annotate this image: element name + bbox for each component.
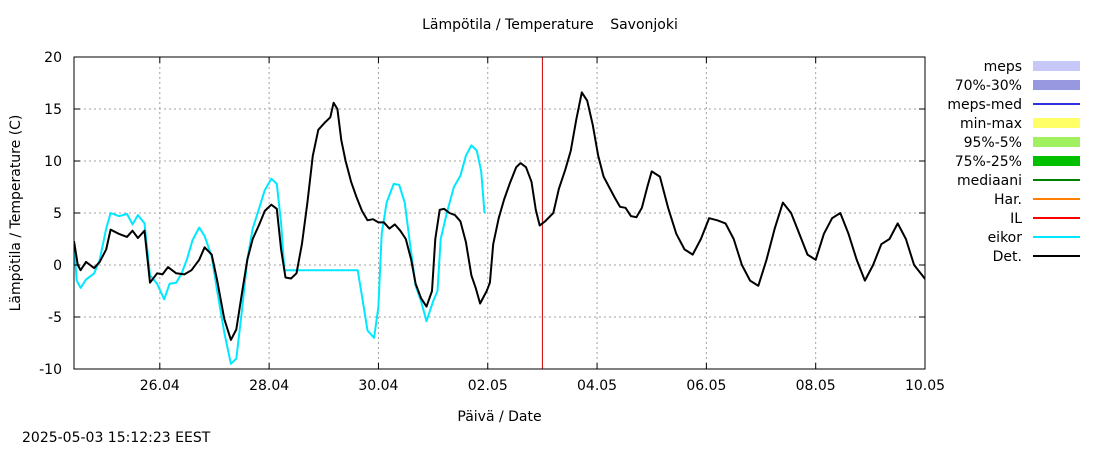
chart-station: Savonjoki [610, 17, 678, 33]
series-eikor-line [74, 144, 486, 365]
legend-label-det-: Det. [993, 249, 1022, 265]
legend-swatch-75-25- [1033, 156, 1080, 166]
y-tick-label: 20 [44, 50, 62, 66]
y-tick-label: 10 [44, 154, 62, 170]
legend-label-95-5-: 95%-5% [964, 135, 1022, 151]
x-tick-label: 26.04 [140, 378, 180, 394]
y-tick-label: -5 [48, 310, 62, 326]
legend-swatch-min-max [1033, 118, 1080, 128]
x-tick-label: 30.04 [358, 378, 398, 394]
y-tick-label: 0 [53, 258, 62, 274]
y-tick-label: -10 [39, 362, 62, 378]
y-tick-label: 15 [44, 102, 62, 118]
legend-swatch-70-30- [1033, 80, 1080, 90]
legend-swatch-meps [1033, 61, 1080, 71]
x-tick-label: 28.04 [249, 378, 289, 394]
chart-title-text: Lämpötila / Temperature [422, 17, 594, 33]
x-axis-label: Päivä / Date [457, 409, 541, 425]
y-axis-label: Lämpötila / Temperature (C) [8, 115, 24, 312]
legend-label-min-max: min-max [960, 116, 1022, 132]
legend-label-75-25-: 75%-25% [955, 154, 1022, 170]
x-tick-label: 10.05 [905, 378, 945, 394]
x-tick-label: 08.05 [796, 378, 836, 394]
legend-label-har-: Har. [994, 192, 1022, 208]
legend-label-meps-med: meps-med [947, 97, 1022, 113]
legend-label-il: IL [1010, 211, 1022, 227]
legend-label-mediaani: mediaani [957, 173, 1022, 189]
legend-swatch-95-5- [1033, 137, 1080, 147]
x-tick-label: 06.05 [686, 378, 726, 394]
y-tick-label: 5 [53, 206, 62, 222]
timestamp: 2025-05-03 15:12:23 EEST [22, 430, 211, 446]
series-det--line [74, 91, 925, 341]
x-tick-label: 02.05 [468, 378, 508, 394]
chart-title: Lämpötila / Temperature Savonjoki [0, 17, 1100, 33]
legend-label-eikor: eikor [988, 230, 1023, 246]
legend-label-70-30-: 70%-30% [955, 78, 1022, 94]
legend-label-meps: meps [984, 59, 1022, 75]
x-tick-label: 04.05 [577, 378, 617, 394]
